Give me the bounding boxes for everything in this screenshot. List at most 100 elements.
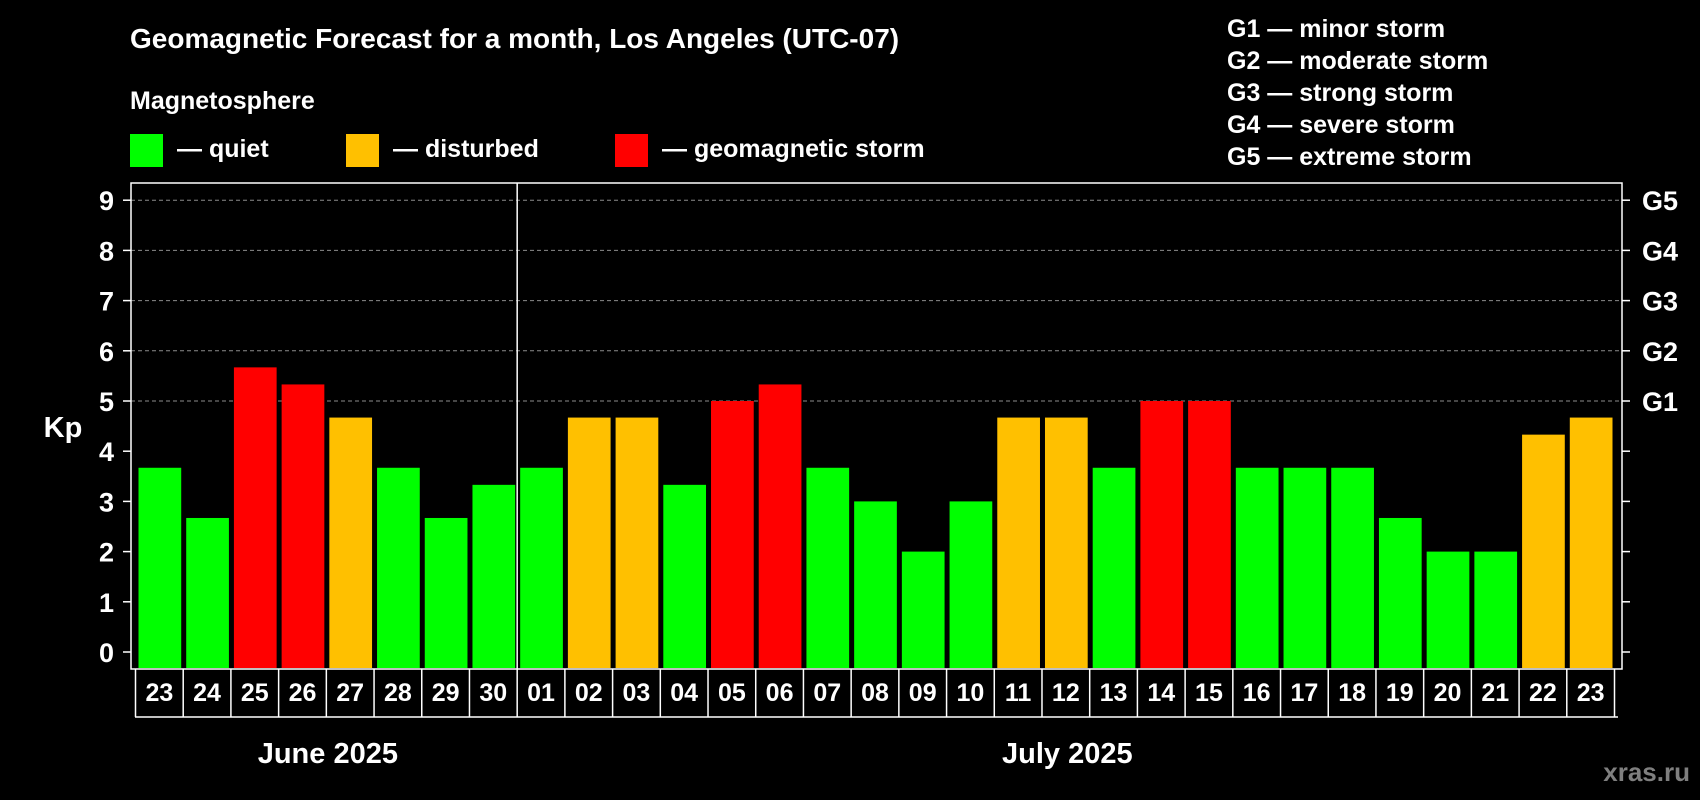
date-label-11: 04 (670, 679, 698, 707)
bar-21 (1140, 401, 1184, 668)
storm-level-label-g4: G4 (1642, 236, 1678, 266)
storm-scale-legend: G1 — minor storm G2 — moderate storm G3 — … (1227, 15, 1488, 171)
date-label-15: 08 (861, 679, 889, 707)
bar-9 (567, 417, 611, 668)
bar-17 (949, 501, 993, 668)
bar-28 (1474, 551, 1518, 668)
date-label-3: 26 (289, 679, 317, 707)
storm-level-label-g2: G2 (1642, 337, 1678, 367)
y-tick-label-6: 6 (99, 337, 114, 367)
date-label-14: 07 (813, 679, 841, 707)
date-label-5: 28 (384, 679, 412, 707)
legend: — quiet — disturbed — geomagnetic storm (130, 134, 925, 167)
date-label-29: 22 (1529, 679, 1557, 707)
storm-scale-item-0: G1 — minor storm (1227, 15, 1445, 43)
legend-swatch-1 (346, 134, 379, 167)
storm-scale-item-1: G2 — moderate storm (1227, 47, 1488, 75)
legend-label-0: — quiet (177, 135, 269, 163)
storm-scale-item-4: G5 — extreme storm (1227, 143, 1472, 171)
bar-11 (663, 484, 707, 668)
bar-27 (1426, 551, 1470, 668)
date-label-18: 11 (1005, 679, 1032, 707)
date-label-21: 14 (1147, 679, 1175, 707)
bar-22 (1188, 401, 1231, 668)
date-label-19: 12 (1052, 679, 1080, 707)
bar-15 (854, 501, 897, 668)
legend-label-1: — disturbed (393, 135, 539, 163)
y-axis-label: Kp (44, 412, 83, 444)
date-label-2: 25 (241, 679, 269, 707)
month-label-0: June 2025 (258, 738, 398, 770)
legend-swatch-0 (130, 134, 163, 167)
bar-7 (472, 484, 516, 668)
bar-24 (1283, 467, 1327, 668)
bar-12 (711, 401, 754, 668)
y-tick-label-5: 5 (99, 387, 114, 417)
y-tick-label-7: 7 (99, 287, 114, 317)
month-label-1: July 2025 (1002, 738, 1133, 770)
y-tick-label-2: 2 (99, 538, 114, 568)
month-labels: June 2025 July 2025 (258, 738, 1133, 770)
bar-16 (901, 551, 945, 668)
bar-8 (520, 467, 563, 668)
legend-swatch-2 (615, 134, 648, 167)
bar-14 (806, 467, 850, 668)
date-label-8: 01 (527, 679, 555, 707)
bar-23 (1235, 467, 1279, 668)
date-label-30: 23 (1577, 679, 1605, 707)
date-label-0: 23 (145, 679, 173, 707)
y-tick-label-4: 4 (99, 437, 114, 467)
date-label-9: 02 (575, 679, 603, 707)
bar-29 (1522, 434, 1565, 668)
storm-scale-item-2: G3 — strong storm (1227, 79, 1453, 107)
bar-6 (424, 517, 468, 668)
date-label-12: 05 (718, 679, 746, 707)
bar-3 (281, 384, 325, 668)
bar-10 (615, 417, 659, 668)
bar-4 (329, 417, 373, 668)
date-label-6: 29 (432, 679, 460, 707)
date-label-7: 30 (479, 679, 507, 707)
bar-0 (138, 467, 182, 668)
date-label-1: 24 (193, 679, 221, 707)
y-tick-label-8: 8 (99, 236, 114, 266)
chart-title: Geomagnetic Forecast for a month, Los An… (130, 23, 899, 54)
bar-25 (1331, 467, 1374, 668)
bar-1 (186, 517, 229, 668)
date-axis: 23 24 25 26 27 28 29 30 01 02 03 04 05 06 07 08 09 10 11 12… (134, 669, 1618, 718)
bar-18 (997, 417, 1040, 668)
bar-2 (233, 367, 277, 668)
y-tick-label-0: 0 (99, 638, 114, 668)
bar-5 (377, 467, 420, 668)
bar-30 (1569, 417, 1613, 668)
bar-19 (1044, 417, 1088, 668)
date-label-27: 20 (1434, 679, 1462, 707)
date-label-13: 06 (766, 679, 794, 707)
plot-frame (130, 182, 1623, 670)
date-label-10: 03 (623, 679, 651, 707)
storm-level-label-g1: G1 (1642, 387, 1678, 417)
date-label-26: 19 (1386, 679, 1414, 707)
y-tick-label-3: 3 (99, 487, 114, 517)
bar-26 (1378, 517, 1422, 668)
bar-13 (758, 384, 802, 668)
bars (138, 367, 1613, 668)
bar-20 (1092, 467, 1136, 668)
watermark: xras.ru (1603, 757, 1690, 787)
y-tick-label-1: 1 (99, 588, 114, 618)
storm-level-label-g5: G5 (1642, 186, 1678, 216)
date-label-28: 21 (1481, 679, 1509, 707)
chart-subtitle: Magnetosphere (130, 87, 315, 115)
date-label-16: 09 (909, 679, 937, 707)
date-label-25: 18 (1338, 679, 1366, 707)
grid-lines (131, 199, 1622, 402)
legend-label-2: — geomagnetic storm (662, 135, 925, 163)
date-label-24: 17 (1290, 679, 1318, 707)
y-axis-ticks: 0 1 2 3 4 5 6 7 8 9 (99, 186, 131, 668)
right-axis-storm-levels: G1 G2 G3 G4 G5 (1622, 186, 1678, 653)
date-label-17: 10 (957, 679, 985, 707)
storm-level-label-g3: G3 (1642, 287, 1678, 317)
storm-scale-item-3: G4 — severe storm (1227, 111, 1455, 139)
date-label-4: 27 (336, 679, 364, 707)
